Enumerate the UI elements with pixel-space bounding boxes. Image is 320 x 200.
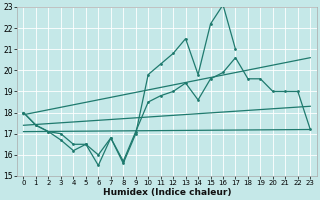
X-axis label: Humidex (Indice chaleur): Humidex (Indice chaleur) xyxy=(103,188,231,197)
